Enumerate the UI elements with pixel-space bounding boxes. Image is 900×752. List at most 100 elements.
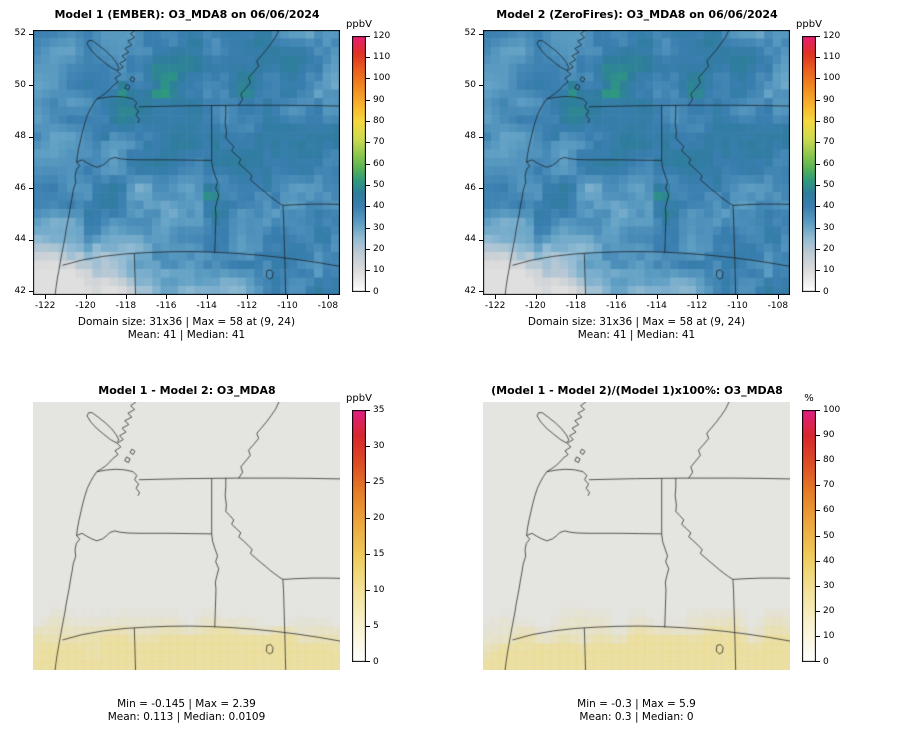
colorbar-tick-mark <box>816 36 820 37</box>
colorbar-tick-mark <box>366 481 370 483</box>
colorbar-tick-label: 50 <box>823 179 835 190</box>
y-axis-tick-label: 50 <box>464 79 476 90</box>
colorbar-tick-label: 30 <box>373 440 385 451</box>
x-axis-tick-label: -110 <box>277 301 298 311</box>
colorbar-difference: ppbV 0 5 10 15 20 25 30 35 <box>346 393 422 667</box>
colorbar-tick-mark <box>816 485 820 487</box>
x-axis-tick-mark <box>656 295 658 299</box>
colorbar-tick-mark <box>366 163 370 165</box>
colorbar-tick-label: 30 <box>823 222 835 233</box>
colorbar-tick-mark <box>816 636 820 638</box>
colorbar-tick-mark <box>816 434 820 436</box>
colorbar-tick-label: 5 <box>373 620 379 631</box>
colorbar-tick-mark <box>816 410 820 411</box>
x-axis-tick-mark <box>616 295 618 299</box>
colorbar-tick-label: 40 <box>373 201 385 212</box>
panel-title-model1: Model 1 (EMBER): O3_MDA8 on 06/06/2024 <box>54 8 320 21</box>
colorbar-tick-label: 20 <box>373 512 385 523</box>
colorbar-tick-label: 100 <box>823 73 841 84</box>
colorbar-tick-label: 0 <box>823 656 829 667</box>
colorbar-tick-mark <box>366 142 370 144</box>
y-axis-tick-mark <box>479 85 483 87</box>
caption-line2: Mean: 41 | Median: 41 <box>127 329 246 341</box>
colorbar-tick-mark <box>366 517 370 519</box>
colorbar-tick-label: 40 <box>823 201 835 212</box>
stats-caption-percent-difference: Min = -0.3 | Max = 5.9 Mean: 0.3 | Media… <box>473 698 800 724</box>
x-axis-tick-label: -112 <box>686 301 708 311</box>
colorbar-tick-mark <box>816 291 820 292</box>
colorbar-tick-mark <box>816 56 820 58</box>
colorbar-unit-label: ppbV <box>346 19 372 30</box>
x-axis-tick-label: -112 <box>236 301 258 311</box>
colorbar-tick-mark <box>366 78 370 80</box>
colorbar-tick-mark <box>366 589 370 591</box>
x-axis-tick-mark <box>777 295 779 299</box>
caption-line1: Domain size: 31x36 | Max = 58 at (9, 24) <box>77 316 296 328</box>
panel-title-percent-difference: (Model 1 - Model 2)/(Model 1)x100%: O3_M… <box>491 384 783 397</box>
colorbar-tick-mark <box>816 585 820 587</box>
x-axis-tick-label: -108 <box>767 301 789 311</box>
colorbar-canvas <box>352 36 366 292</box>
map-canvas-model2 <box>483 30 790 295</box>
colorbar-tick-label: 0 <box>373 656 379 667</box>
y-axis-tick-mark <box>29 85 33 87</box>
x-axis-tick-mark <box>327 295 329 299</box>
colorbar-tick-mark <box>366 291 370 292</box>
colorbar-tick-label: 50 <box>823 530 835 541</box>
x-axis-tick-mark <box>45 295 47 299</box>
y-axis-tick-mark <box>479 239 483 241</box>
colorbar-tick-label: 90 <box>823 94 835 105</box>
x-axis-tick-label: -118 <box>115 301 137 311</box>
colorbar-tick-label: 0 <box>823 286 829 297</box>
stats-caption-difference: Min = -0.145 | Max = 2.39 Mean: 0.113 | … <box>23 698 350 724</box>
colorbar-model2: ppbV 0 10 20 30 40 50 60 70 80 90 100 110 120 <box>796 19 872 297</box>
caption-line2: Mean: 0.113 | Median: 0.0109 <box>107 711 266 723</box>
colorbar-tick-label: 60 <box>823 505 835 516</box>
colorbar-tick-label: 10 <box>373 265 385 276</box>
y-axis-tick-label: 52 <box>14 28 26 39</box>
colorbar-tick-label: 70 <box>373 137 385 148</box>
x-axis-tick-label: -122 <box>484 301 506 311</box>
colorbar-tick-label: 100 <box>373 73 391 84</box>
colorbar-tick-label: 80 <box>373 115 385 126</box>
colorbar-tick-label: 0 <box>373 286 379 297</box>
y-axis-tick-mark <box>29 239 33 241</box>
x-axis-tick-mark <box>85 295 87 299</box>
stats-caption-model1: Domain size: 31x36 | Max = 58 at (9, 24)… <box>23 316 350 342</box>
colorbar-tick-mark <box>816 78 820 80</box>
colorbar-canvas <box>802 36 816 292</box>
colorbar-tick-mark <box>366 120 370 122</box>
panel-percent-difference: (Model 1 - Model 2)/(Model 1)x100%: O3_M… <box>450 376 900 752</box>
stats-caption-model2: Domain size: 31x36 | Max = 58 at (9, 24)… <box>473 316 800 342</box>
x-axis-tick-mark <box>247 295 249 299</box>
colorbar-tick-label: 30 <box>373 222 385 233</box>
colorbar-tick-label: 10 <box>823 265 835 276</box>
colorbar-tick-mark <box>816 120 820 122</box>
map-canvas-model1 <box>33 30 340 295</box>
colorbar-tick-label: 120 <box>823 30 841 41</box>
x-axis-tick-label: -120 <box>75 301 96 311</box>
caption-line1: Domain size: 31x36 | Max = 58 at (9, 24) <box>527 316 746 328</box>
y-axis-tick-label: 46 <box>464 182 476 193</box>
colorbar-unit-label: ppbV <box>796 19 822 30</box>
colorbar-tick-mark <box>366 36 370 37</box>
colorbar-unit-label: % <box>804 393 814 404</box>
y-axis-tick-mark <box>479 291 483 293</box>
x-axis-tick-label: -114 <box>646 301 667 311</box>
colorbar-tick-mark <box>366 56 370 58</box>
colorbar-tick-label: 20 <box>823 606 835 617</box>
colorbar-tick-mark <box>366 248 370 250</box>
panel-title-model2: Model 2 (ZeroFires): O3_MDA8 on 06/06/20… <box>496 8 778 21</box>
colorbar-model1: ppbV 0 10 20 30 40 50 60 70 80 90 100 110 120 <box>346 19 422 297</box>
colorbar-unit-label: ppbV <box>346 393 372 404</box>
x-axis-tick-mark <box>206 295 208 299</box>
panel-model1: Model 1 (EMBER): O3_MDA8 on 06/06/2024 p… <box>0 0 450 376</box>
y-axis-tick-label: 46 <box>14 182 26 193</box>
colorbar-tick-mark <box>816 270 820 272</box>
y-axis-tick-label: 44 <box>14 234 26 245</box>
x-axis-tick-mark <box>697 295 699 299</box>
colorbar-tick-mark <box>816 184 820 186</box>
x-axis-tick-mark <box>535 295 537 299</box>
colorbar-tick-mark <box>816 206 820 208</box>
y-axis-tick-mark <box>29 188 33 190</box>
